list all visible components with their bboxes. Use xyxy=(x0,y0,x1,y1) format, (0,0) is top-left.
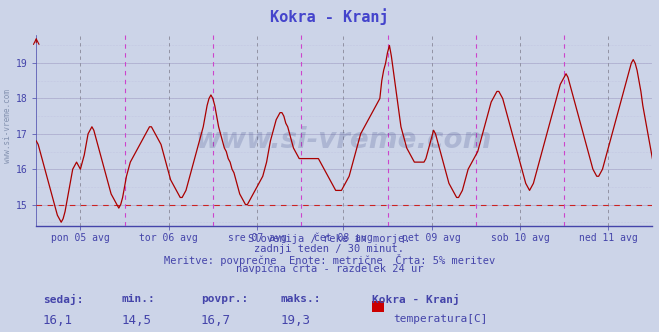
Text: 19,3: 19,3 xyxy=(280,314,310,327)
Text: Kokra - Kranj: Kokra - Kranj xyxy=(270,8,389,25)
Text: Meritve: povprečne  Enote: metrične  Črta: 5% meritev: Meritve: povprečne Enote: metrične Črta:… xyxy=(164,254,495,266)
Text: temperatura[C]: temperatura[C] xyxy=(393,314,488,324)
Text: maks.:: maks.: xyxy=(280,294,320,304)
Text: 16,7: 16,7 xyxy=(201,314,231,327)
Text: Kokra - Kranj: Kokra - Kranj xyxy=(372,294,460,305)
Text: sedaj:: sedaj: xyxy=(43,294,83,305)
Text: 16,1: 16,1 xyxy=(43,314,73,327)
Text: www.si-vreme.com: www.si-vreme.com xyxy=(196,126,492,154)
Text: navpična črta - razdelek 24 ur: navpična črta - razdelek 24 ur xyxy=(236,264,423,275)
Text: povpr.:: povpr.: xyxy=(201,294,248,304)
Text: 14,5: 14,5 xyxy=(122,314,152,327)
Text: min.:: min.: xyxy=(122,294,156,304)
Text: zadnji teden / 30 minut.: zadnji teden / 30 minut. xyxy=(254,244,405,254)
Text: www.si-vreme.com: www.si-vreme.com xyxy=(3,89,13,163)
Text: Slovenija / reke in morje.: Slovenija / reke in morje. xyxy=(248,234,411,244)
